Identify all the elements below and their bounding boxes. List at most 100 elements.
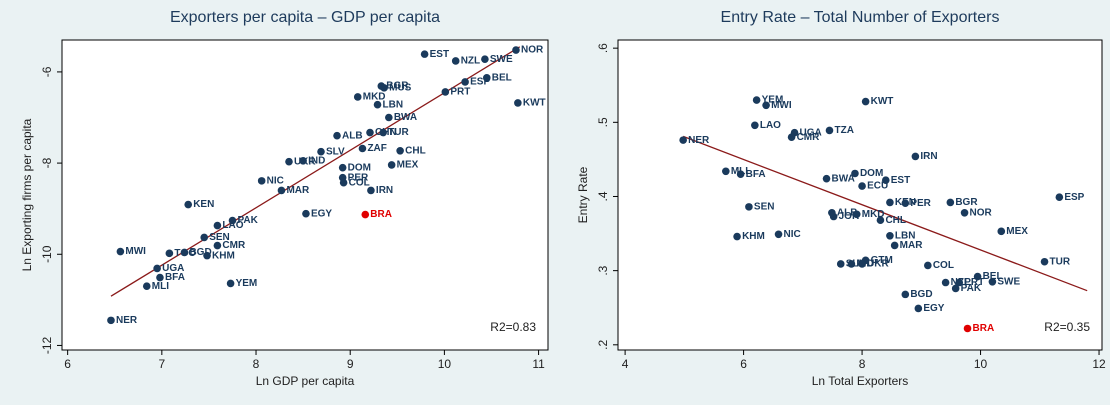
point-label: IRN xyxy=(920,151,937,162)
point xyxy=(156,273,164,282)
point-label: ECU xyxy=(867,181,888,192)
point xyxy=(1055,193,1064,202)
point xyxy=(203,251,211,260)
point xyxy=(941,278,950,287)
point xyxy=(911,152,920,161)
point xyxy=(886,231,894,240)
chart-title: Entry Rate – Total Number of Exporters xyxy=(721,9,1000,26)
point-label: DOM xyxy=(860,168,883,179)
point-label: BGR xyxy=(955,197,978,208)
point xyxy=(955,278,964,287)
point-label: MWI xyxy=(125,246,146,257)
point-label: UGA xyxy=(800,127,822,138)
point xyxy=(762,101,770,110)
point-label: COL xyxy=(349,177,370,188)
point-label: KWT xyxy=(523,98,546,109)
point xyxy=(373,100,382,109)
point xyxy=(184,200,193,209)
point-label: UKR xyxy=(867,259,889,270)
point-label: UKR xyxy=(294,156,316,167)
point-label: UGA xyxy=(162,263,184,274)
point xyxy=(901,290,910,299)
point-label: ESP xyxy=(1064,192,1084,203)
point-label: ALB xyxy=(837,207,858,218)
point xyxy=(736,170,745,179)
point xyxy=(366,128,374,137)
point-label: EST xyxy=(891,175,910,186)
point xyxy=(180,248,189,257)
point-label: LBN xyxy=(383,99,404,110)
x-axis-label: Ln GDP per capita xyxy=(256,374,355,388)
y-tick-label: -12 xyxy=(40,336,54,354)
point xyxy=(745,203,753,211)
point-label: BGD xyxy=(910,289,932,300)
point-label: DOM xyxy=(348,162,371,173)
point xyxy=(257,177,266,185)
point xyxy=(876,216,885,225)
point xyxy=(451,57,460,65)
point-label: LBN xyxy=(895,230,916,241)
point xyxy=(825,126,834,135)
point xyxy=(752,96,761,104)
point xyxy=(733,232,741,241)
plot-area xyxy=(61,39,549,351)
point-label: MLI xyxy=(152,281,169,292)
x-tick-label: 6 xyxy=(740,357,747,371)
point-label: BEL xyxy=(983,271,1003,282)
point-label: BGD xyxy=(189,247,211,258)
y-tick-label: .2 xyxy=(596,339,610,349)
point-label: SEN xyxy=(754,202,775,213)
point-label: GTM xyxy=(871,255,893,266)
y-tick-label: -6 xyxy=(40,66,54,77)
point xyxy=(482,74,491,82)
point-label: EGY xyxy=(923,303,944,314)
point-label: SLV xyxy=(326,146,345,157)
point xyxy=(379,128,387,137)
point xyxy=(822,174,831,183)
y-tick-label: -10 xyxy=(40,245,54,263)
point xyxy=(107,316,115,325)
point xyxy=(722,167,730,176)
point-label: KHM xyxy=(742,231,765,242)
point xyxy=(380,84,388,92)
point xyxy=(317,147,325,156)
point-label: TUR xyxy=(388,127,409,138)
point-label: PAK xyxy=(237,215,258,226)
point-label: NIC xyxy=(784,229,801,240)
point xyxy=(213,241,222,250)
point-label: PAK xyxy=(961,283,982,294)
point xyxy=(387,161,396,169)
point xyxy=(751,121,759,130)
point xyxy=(396,146,404,155)
point xyxy=(851,169,859,178)
point-label: KHM xyxy=(212,250,235,261)
point xyxy=(481,55,489,63)
x-axis-label: Ln Total Exporters xyxy=(812,374,909,388)
point-label: NER xyxy=(688,135,710,146)
point xyxy=(302,209,310,218)
point-label: BFA xyxy=(165,272,185,283)
annotation: R2=0.83 xyxy=(490,320,536,334)
point xyxy=(338,163,347,172)
point xyxy=(358,144,367,153)
point xyxy=(226,279,235,288)
point-label: MWI xyxy=(771,100,792,111)
point xyxy=(367,186,375,195)
point-label: SWE xyxy=(490,54,513,65)
point-label: JOR xyxy=(839,211,860,222)
point-label: NOR xyxy=(521,45,544,56)
point-label: BWA xyxy=(394,112,417,123)
point xyxy=(285,157,293,166)
point-label: PRT xyxy=(964,277,984,288)
point-label: PER xyxy=(910,198,931,209)
point-label: MUS xyxy=(389,83,412,94)
point-label: TUR xyxy=(1050,256,1071,267)
point-label: EGY xyxy=(311,208,332,219)
point xyxy=(679,136,687,144)
point xyxy=(361,210,370,219)
point xyxy=(385,113,393,122)
point xyxy=(441,88,450,96)
point-label: YEM xyxy=(236,278,258,289)
fit-line xyxy=(110,46,521,297)
